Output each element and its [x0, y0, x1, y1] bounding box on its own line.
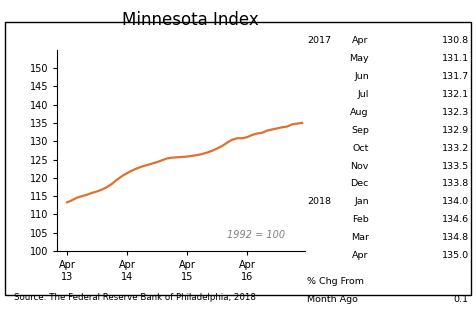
Text: Sep: Sep	[351, 126, 369, 135]
Text: May: May	[349, 54, 369, 63]
Text: 134.6: 134.6	[442, 215, 469, 224]
Text: 130.8: 130.8	[442, 36, 469, 45]
Text: 131.7: 131.7	[442, 72, 469, 81]
Text: Jun: Jun	[354, 72, 369, 81]
Text: 135.0: 135.0	[442, 251, 469, 260]
Text: 2018: 2018	[307, 197, 331, 206]
Text: 132.9: 132.9	[442, 126, 469, 135]
Text: 131.1: 131.1	[442, 54, 469, 63]
Text: 1992 = 100: 1992 = 100	[227, 230, 285, 240]
Text: Oct: Oct	[353, 144, 369, 153]
Text: Aug: Aug	[350, 108, 369, 117]
Text: 133.2: 133.2	[442, 144, 469, 153]
Text: Mar: Mar	[351, 233, 369, 242]
Text: Jan: Jan	[354, 197, 369, 206]
Text: 133.8: 133.8	[442, 179, 469, 188]
Text: Source: The Federal Reserve Bank of Philadelphia, 2018: Source: The Federal Reserve Bank of Phil…	[14, 293, 256, 302]
Text: 132.1: 132.1	[442, 90, 469, 99]
Text: Month Ago: Month Ago	[307, 295, 358, 304]
Text: 133.5: 133.5	[442, 162, 469, 171]
Text: 132.3: 132.3	[442, 108, 469, 117]
Text: Dec: Dec	[350, 179, 369, 188]
Text: Minnesota Index: Minnesota Index	[122, 11, 259, 29]
Text: 134.8: 134.8	[442, 233, 469, 242]
Text: Apr: Apr	[352, 36, 369, 45]
Text: Jul: Jul	[357, 90, 369, 99]
Text: 2017: 2017	[307, 36, 331, 45]
Text: % Chg From: % Chg From	[307, 277, 364, 286]
Text: Feb: Feb	[352, 215, 369, 224]
Text: 134.0: 134.0	[442, 197, 469, 206]
Text: Apr: Apr	[352, 251, 369, 260]
Text: Nov: Nov	[350, 162, 369, 171]
Text: 0.1: 0.1	[454, 295, 469, 304]
